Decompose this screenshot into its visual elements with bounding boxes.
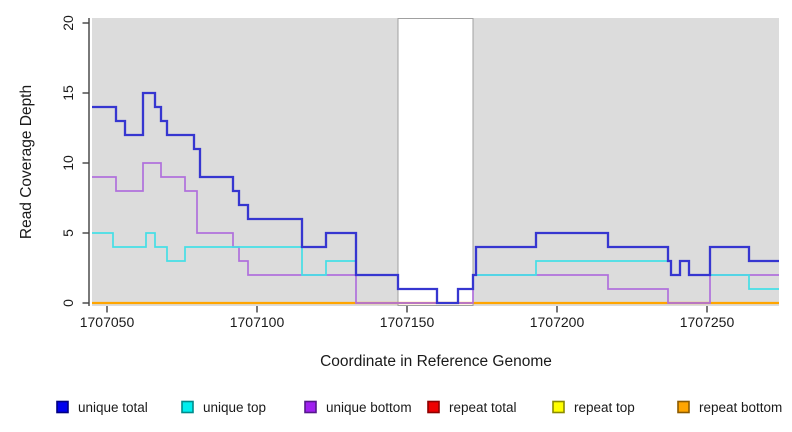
legend-swatch	[427, 400, 440, 414]
y-tick-label: 15	[60, 85, 76, 101]
series-line-unique-bottom	[92, 162, 779, 304]
series-layer	[92, 91, 779, 305]
legend-label: repeat total	[449, 400, 517, 415]
legend-item-unique-bottom: unique bottom	[304, 400, 412, 415]
legend-item-unique-top: unique top	[181, 400, 266, 415]
x-axis-title: Coordinate in Reference Genome	[320, 353, 552, 370]
legend-swatch	[304, 400, 317, 414]
masked-region	[397, 18, 474, 306]
y-tick-label: 0	[60, 299, 76, 307]
legend-item-repeat-top: repeat top	[552, 400, 635, 415]
y-tick-label: 5	[60, 229, 76, 237]
legend-item-unique-total: unique total	[56, 400, 148, 415]
legend: unique total unique top unique bottom repea…	[56, 400, 782, 415]
legend-label: repeat bottom	[699, 400, 782, 415]
x-tick-label: 1707200	[530, 314, 585, 330]
legend-item-repeat-total: repeat total	[427, 400, 517, 415]
x-tick-label: 1707250	[680, 314, 735, 330]
y-axis-title: Read Coverage Depth	[18, 85, 35, 239]
legend-label: unique top	[203, 400, 266, 415]
legend-label: repeat top	[574, 400, 635, 415]
legend-swatch	[677, 400, 690, 414]
y-tick-label: 10	[60, 155, 76, 171]
x-tick-label: 1707050	[80, 314, 135, 330]
plot-background-layer	[92, 18, 779, 306]
legend-label: unique bottom	[326, 400, 412, 415]
legend-swatch	[552, 400, 565, 414]
legend-item-repeat-bottom: repeat bottom	[677, 400, 782, 415]
x-tick-label: 1707100	[230, 314, 285, 330]
series-line-unique-total	[92, 91, 779, 305]
y-tick-label: 20	[60, 15, 76, 31]
legend-label: unique total	[78, 400, 148, 415]
axes-layer: 0 5 10 15 20 1707050 1707100 1707150 1707200 1707…	[60, 15, 734, 330]
legend-swatch	[56, 400, 69, 414]
legend-swatch	[181, 400, 194, 414]
x-tick-label: 1707150	[380, 314, 435, 330]
